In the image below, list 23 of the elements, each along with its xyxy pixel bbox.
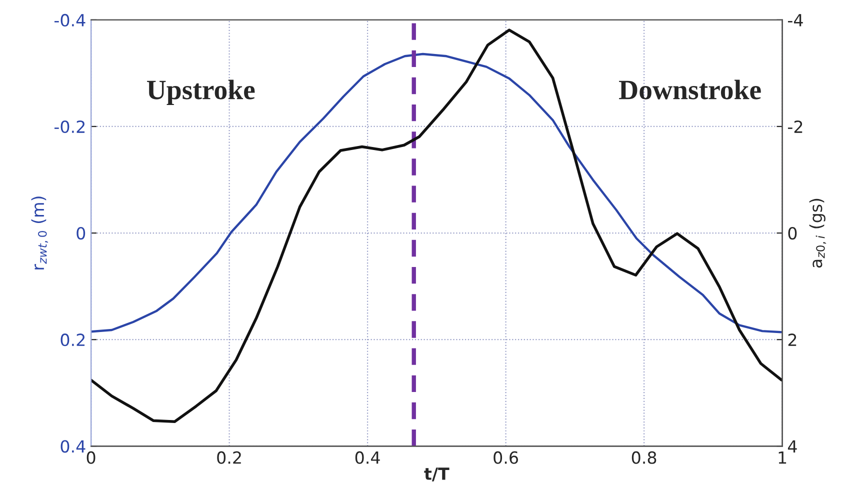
y-tick-label: -0.4	[54, 14, 86, 26]
y-tick-label: -0.2	[54, 120, 85, 134]
y2-tick-label: -2	[788, 120, 802, 133]
x-axis-title: t/T	[424, 468, 450, 482]
y2-tick-label: 0	[788, 227, 797, 240]
line-series	[91, 28, 782, 424]
x-tick-label: 0.2	[217, 451, 241, 464]
annotation: Upstroke	[147, 80, 255, 105]
y2-tick-label: -4	[788, 14, 803, 26]
x-tick-label: 0.8	[632, 451, 656, 464]
y-tick-label: 0.4	[60, 440, 86, 453]
y-tick-label: 0.2	[60, 334, 85, 346]
y2-tick-label: 2	[788, 334, 796, 346]
annotation: Downstroke	[619, 80, 761, 100]
line-series	[91, 52, 782, 334]
x-tick-label: 0.6	[494, 451, 518, 464]
x-tick-label: 0	[86, 451, 96, 464]
y2-axis-title: a$_{z0,i}$ (gs)	[809, 198, 826, 268]
y2-tick-label: 4	[788, 440, 797, 452]
y-axis-title: r$_{zwt,0}$ (m)	[31, 196, 48, 270]
x-tick-label: 0.4	[355, 451, 380, 464]
x-tick-label: 1	[778, 452, 786, 464]
y-tick-label: 0	[76, 227, 86, 240]
